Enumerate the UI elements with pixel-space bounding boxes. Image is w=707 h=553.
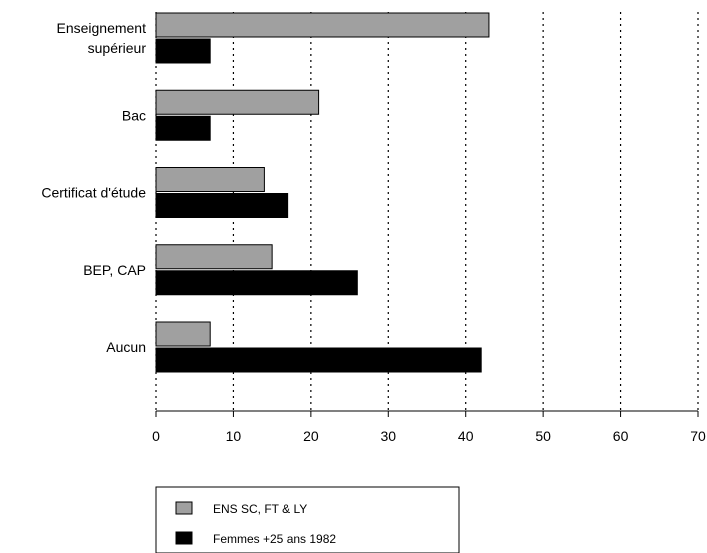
- x-axis: 0 10 20 30 40 50 60 70: [152, 410, 706, 444]
- category-label: supérieur: [88, 40, 147, 56]
- bar-ens: [155, 89, 320, 115]
- bar-femmes: [155, 193, 289, 218]
- x-tick-label: 50: [535, 428, 551, 444]
- x-tick-label: 20: [303, 428, 319, 444]
- x-tick-label: 0: [152, 428, 160, 444]
- category-labels: Enseignement supérieur Bac Certificat d'étu…: [41, 20, 146, 355]
- category-label: Aucun: [106, 339, 146, 355]
- bar-femmes: [155, 347, 482, 373]
- legend: ENS SC, FT & LY Femmes +25 ans 1982: [155, 486, 460, 553]
- legend-swatch: [175, 501, 193, 515]
- bar-femmes: [155, 38, 211, 64]
- bar-ens: [155, 244, 273, 270]
- legend-box: [155, 486, 460, 553]
- x-tick-label: 70: [690, 428, 706, 444]
- bar-ens: [155, 12, 490, 38]
- bar-femmes: [155, 270, 358, 296]
- x-tick-label: 60: [613, 428, 629, 444]
- bar-femmes: [155, 115, 211, 141]
- legend-label: ENS SC, FT & LY: [213, 502, 307, 516]
- legend-label: Femmes +25 ans 1982: [213, 532, 336, 546]
- category-label: BEP, CAP: [83, 262, 146, 278]
- x-tick-label: 30: [380, 428, 396, 444]
- legend-swatch: [175, 531, 193, 545]
- category-label: Bac: [122, 107, 146, 123]
- bars: [155, 12, 490, 373]
- category-label: Certificat d'étude: [41, 185, 146, 201]
- bar-ens: [155, 321, 211, 347]
- x-tick-label: 40: [458, 428, 474, 444]
- category-label: Enseignement: [56, 20, 146, 36]
- x-tick-label: 10: [226, 428, 242, 444]
- bar-ens: [155, 167, 265, 192]
